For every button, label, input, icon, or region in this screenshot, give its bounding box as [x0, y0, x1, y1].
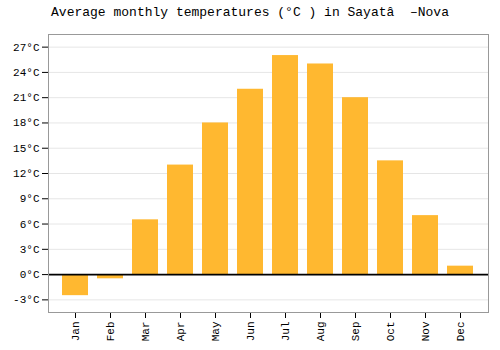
- svg-text:May: May: [210, 321, 222, 341]
- svg-text:Jan: Jan: [70, 322, 82, 342]
- svg-text:Aug: Aug: [315, 322, 327, 342]
- svg-text:6°C: 6°C: [20, 219, 40, 231]
- svg-text:Nov: Nov: [420, 321, 432, 341]
- svg-text:21°C: 21°C: [13, 92, 40, 104]
- svg-text:3°C: 3°C: [20, 244, 40, 256]
- html-text:Average monthly temperatures (: Average monthly temperatures (°C ) in Sa…: [51, 5, 449, 20]
- svg-text:12°C: 12°C: [13, 168, 40, 180]
- svg-text:18°C: 18°C: [13, 117, 40, 129]
- svg-text:27°C: 27°C: [13, 42, 40, 54]
- svg-text:Jun: Jun: [245, 322, 257, 342]
- svg-text:Oct: Oct: [385, 322, 397, 342]
- svg-text:Sep: Sep: [350, 322, 362, 342]
- svg-text:-3°C: -3°C: [13, 294, 40, 306]
- svg-text:Apr: Apr: [175, 322, 187, 342]
- svg-text:15°C: 15°C: [13, 143, 40, 155]
- svg-text:9°C: 9°C: [20, 193, 40, 205]
- svg-text:Mar: Mar: [140, 322, 152, 342]
- svg-text:0°C: 0°C: [20, 269, 40, 281]
- svg-text:Jul: Jul: [280, 322, 292, 342]
- svg-text:24°C: 24°C: [13, 67, 40, 79]
- svg-text:Feb: Feb: [105, 322, 117, 342]
- svg-text:Dec: Dec: [455, 322, 467, 342]
